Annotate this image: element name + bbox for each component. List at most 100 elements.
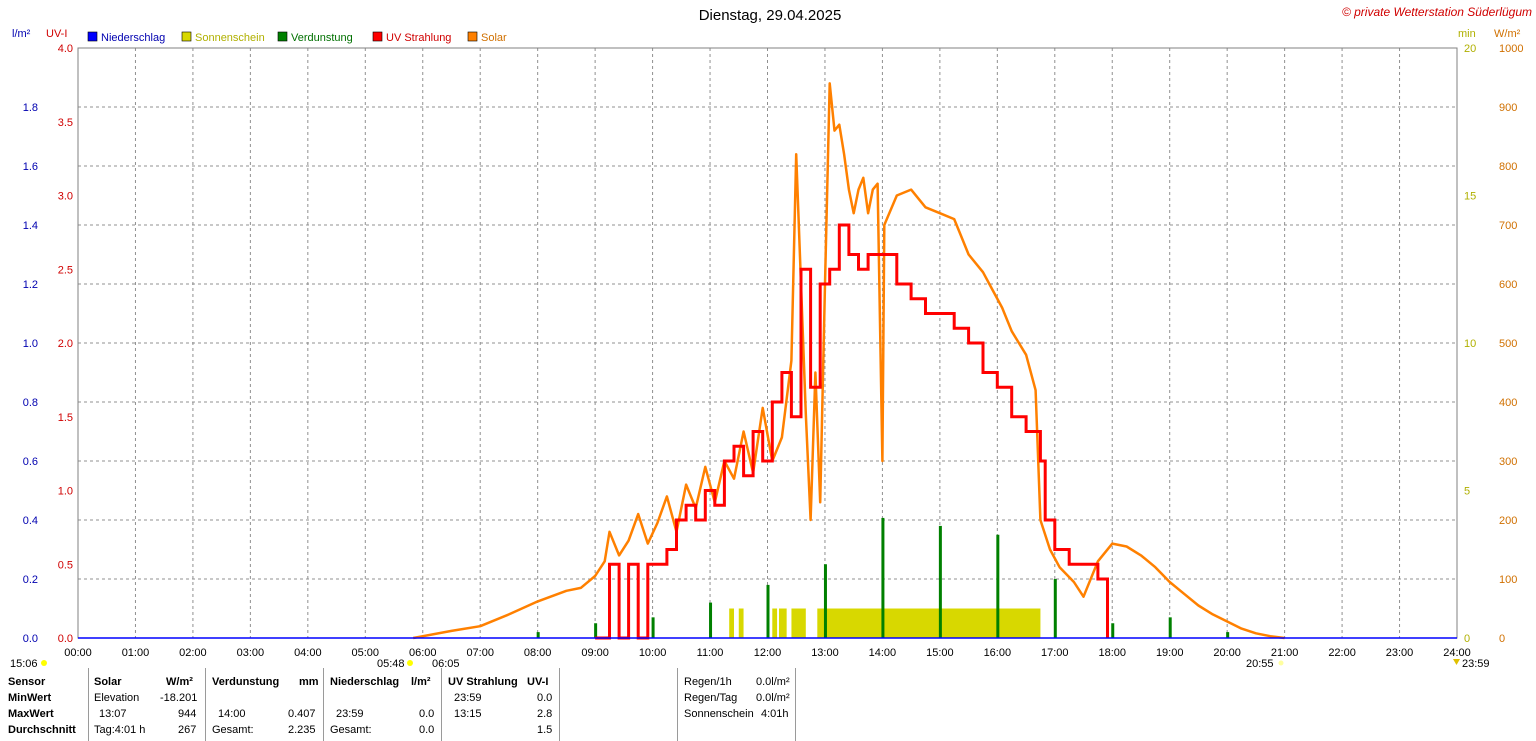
evaporation-bar <box>1111 623 1115 638</box>
evaporation-bar <box>1226 632 1230 638</box>
evaporation-bar <box>766 584 770 638</box>
left-tick-precip: 1.6 <box>23 161 38 173</box>
sunshine-bar <box>738 608 744 638</box>
uv-max-time: 13:15 <box>454 708 482 720</box>
x-tick-label: 00:00 <box>64 647 92 659</box>
precip-avg-label: Gesamt: <box>330 724 372 736</box>
legend-swatch <box>181 31 192 42</box>
right-tick-solar: 100 <box>1499 574 1517 586</box>
right-tick-solar: 600 <box>1499 279 1517 291</box>
separator <box>205 668 206 741</box>
precip-unit: l/m² <box>411 676 431 688</box>
left-tick-uv: 4.0 <box>58 43 73 55</box>
copyright-text: © private Wetterstation Süderlügum <box>1342 5 1532 19</box>
separator <box>795 668 796 741</box>
left-tick-uv: 1.0 <box>58 486 73 498</box>
sunshine-bar <box>729 608 734 638</box>
x-tick-label: 05:00 <box>352 647 380 659</box>
x-tick-label: 22:00 <box>1328 647 1356 659</box>
solar-min-label: Elevation <box>94 692 140 704</box>
separator <box>323 668 324 741</box>
x-tick-label: 12:00 <box>754 647 782 659</box>
left-axis-uv-ticks: 0.0 0.5 1.0 1.5 2.0 2.5 3.0 3.5 4.0 <box>58 43 73 645</box>
uv-series <box>595 223 1109 640</box>
sun-left-time: 15:06 <box>10 658 38 668</box>
left-tick-uv: 2.5 <box>58 264 73 276</box>
right-tick-solar: 800 <box>1499 161 1517 173</box>
solar-line <box>412 82 1285 640</box>
evaporation-bar <box>823 564 827 638</box>
left-tick-precip: 0.4 <box>23 515 38 527</box>
left-tick-uv: 3.0 <box>58 191 73 203</box>
evap-max-time: 14:00 <box>218 708 246 720</box>
weather-chart: 0.0 0.2 0.4 0.6 0.8 1.0 1.2 1.4 1.6 1.8 0.0 0.5 1.0… <box>10 5 1532 668</box>
separator <box>559 668 560 741</box>
left-tick-precip: 1.2 <box>23 279 38 291</box>
precip-max-value: 0.0 <box>419 708 435 720</box>
sunshine-bar <box>791 608 806 638</box>
left-axis-precip-ticks: 0.0 0.2 0.4 0.6 0.8 1.0 1.2 1.4 1.6 1.8 <box>23 102 38 645</box>
regen-1h-label: Regen/1h <box>684 676 732 688</box>
right-end-time: 23:59 <box>1462 658 1490 668</box>
left-unit-precip: l/m² <box>12 28 31 40</box>
evaporation-bar <box>1053 579 1057 638</box>
solar-max-value: 944 <box>178 708 197 720</box>
right-tick-solar: 300 <box>1499 456 1517 468</box>
sun-markers: 15:06 05:48 06:05 20:55 23:59 <box>10 658 1490 668</box>
left-tick-precip: 1.0 <box>23 338 38 350</box>
left-unit-uv: UV-I <box>46 28 67 40</box>
left-tick-uv: 3.5 <box>58 117 73 129</box>
solar-avg-value: 267 <box>178 724 197 736</box>
left-tick-precip: 0.2 <box>23 574 38 586</box>
legend-swatch <box>467 31 478 42</box>
legend-swatch <box>87 31 98 42</box>
x-tick-label: 19:00 <box>1156 647 1184 659</box>
solar-min-value: -18.201 <box>160 692 198 704</box>
left-tick-uv: 0.0 <box>58 633 73 645</box>
chart-grid <box>78 48 1457 638</box>
row-label-avg: Durchschnitt <box>8 724 76 736</box>
evap-max-value: 0.407 <box>288 708 316 720</box>
right-tick-min: 0 <box>1464 633 1470 645</box>
left-tick-uv: 2.0 <box>58 338 73 350</box>
evaporation-bar <box>938 525 942 638</box>
legend-label: Sonnenschein <box>195 32 265 44</box>
right-axis-solar-ticks: 0 100 200 300 400 500 600 700 800 900 1000 <box>1499 43 1523 645</box>
x-tick-label: 01:00 <box>122 647 150 659</box>
x-tick-label: 06:00 <box>409 647 437 659</box>
x-tick-label: 09:00 <box>581 647 609 659</box>
chart-legend: Niederschlag Sonnenschein Verdunstung UV St… <box>87 31 507 44</box>
left-tick-uv: 0.5 <box>58 559 73 571</box>
evap-header: Verdunstung <box>212 676 280 688</box>
legend-label: Niederschlag <box>101 32 165 44</box>
evap-avg-value: 2.235 <box>288 724 316 736</box>
legend-label: Verdunstung <box>291 32 353 44</box>
x-tick-label: 07:00 <box>466 647 494 659</box>
sunrise-icon <box>407 660 413 666</box>
chart-title: Dienstag, 29.04.2025 <box>699 7 842 24</box>
uv-line <box>595 223 1109 640</box>
right-tick-min: 10 <box>1464 338 1476 350</box>
uv-min-value: 0.0 <box>537 692 553 704</box>
right-tick-solar: 900 <box>1499 102 1517 114</box>
x-tick-label: 08:00 <box>524 647 552 659</box>
right-tick-min: 20 <box>1464 43 1476 55</box>
right-tick-solar: 700 <box>1499 220 1517 232</box>
precip-max-time: 23:59 <box>336 708 364 720</box>
sun-left-icon <box>41 660 47 666</box>
moon-icon <box>1453 659 1460 665</box>
x-tick-label: 18:00 <box>1098 647 1126 659</box>
statistics-table: Sensor MinWert MaxWert Durchschnitt Sola… <box>0 668 1536 741</box>
right-tick-solar: 400 <box>1499 397 1517 409</box>
row-label-max: MaxWert <box>8 708 54 720</box>
row-label-min: MinWert <box>8 692 52 704</box>
legend-swatch <box>277 31 288 42</box>
right-tick-solar: 500 <box>1499 338 1517 350</box>
x-tick-label: 21:00 <box>1271 647 1299 659</box>
evaporation-bar <box>996 534 1000 638</box>
left-tick-precip: 1.8 <box>23 102 38 114</box>
left-tick-precip: 0.8 <box>23 397 38 409</box>
right-unit-solar: W/m² <box>1494 28 1521 40</box>
x-tick-label: 11:00 <box>697 647 724 659</box>
regen-1h-value: 0.0l/m² <box>756 676 790 688</box>
